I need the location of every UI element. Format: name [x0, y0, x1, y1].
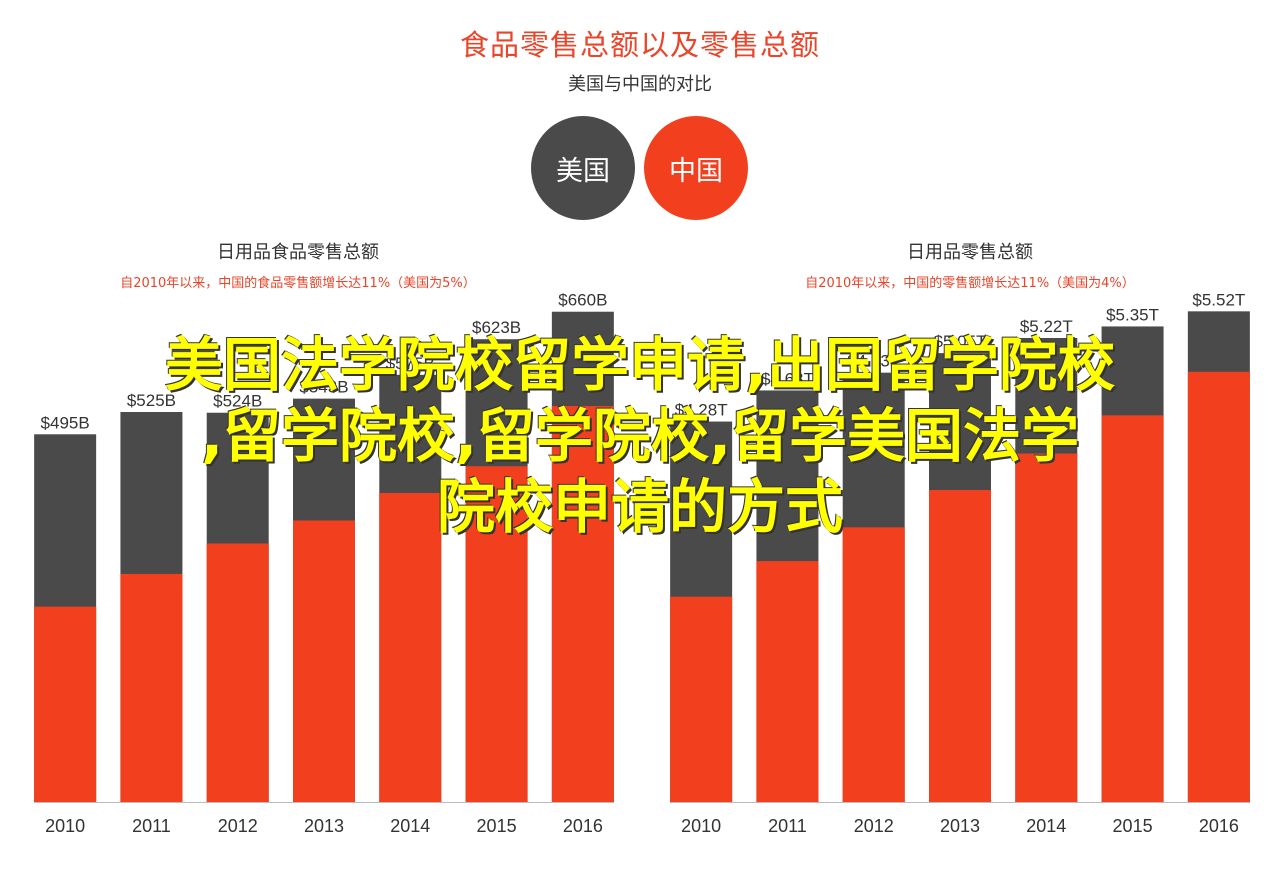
tick-label-2013: 2013	[304, 816, 344, 836]
tick-label-2015: 2015	[477, 816, 517, 836]
bar-cn-2014	[379, 492, 442, 802]
tick-label-2013: 2013	[940, 816, 980, 836]
label-us-2016: $660B	[558, 291, 607, 310]
label-us-2010: $495B	[41, 413, 90, 432]
label-cn-2012: $348B	[215, 549, 261, 566]
label-us-2014: $575B	[386, 354, 435, 373]
label-cn-2010: $2.31T	[676, 603, 726, 620]
label-cn-2015: $452B	[473, 472, 519, 489]
bar-cn-2013	[293, 520, 355, 802]
bar-cn-2013	[929, 490, 991, 802]
label-us-2012: $524B	[213, 392, 262, 411]
bar-cn-2016	[551, 406, 614, 802]
label-us-2015: $5.35T	[1106, 305, 1159, 324]
label-cn-2011: $2.71T	[763, 567, 813, 584]
bar-cn-2011	[756, 561, 819, 802]
label-cn-2015: $4.35T	[1108, 421, 1158, 438]
right-chart-note: 自2010年以来，中国的零售额增长达11%（美国为4%）	[805, 276, 1135, 291]
bar-cn-2012	[206, 543, 269, 802]
right-chart-title: 日用品零售总额	[907, 242, 1033, 263]
page-title: 食品零售总额以及零售总额	[459, 28, 820, 62]
legend-us-circle: 美国	[531, 116, 635, 220]
tick-label-2015: 2015	[1113, 816, 1153, 836]
bar-cn-2015	[465, 466, 528, 802]
tick-label-2012: 2012	[854, 816, 894, 836]
label-us-2013: $5.05T	[934, 332, 987, 351]
tick-label-2016: 2016	[1199, 816, 1239, 836]
label-us-2016: $5.52T	[1192, 290, 1245, 309]
label-cn-2014: $3.92T	[1021, 460, 1071, 477]
label-us-2012: $4.83T	[847, 352, 900, 371]
tick-label-2014: 2014	[1026, 816, 1066, 836]
bar-cn-2016	[1187, 371, 1250, 802]
tick-label-2011: 2011	[132, 816, 171, 836]
tick-label-2016: 2016	[563, 816, 603, 836]
tick-label-2010: 2010	[681, 816, 721, 836]
tick-label-2012: 2012	[218, 816, 258, 836]
label-us-2011: $4.63T	[761, 369, 814, 388]
label-us-2013: $543B	[299, 378, 348, 397]
label-cn-2011: $307B	[128, 580, 174, 597]
label-cn-2014: $416B	[387, 499, 433, 516]
tick-label-2011: 2011	[768, 816, 807, 836]
label-us-2010: $4.28T	[675, 401, 728, 420]
left-chart-note: 自2010年以来，中国的食品零售额增长达11%（美国为5%）	[120, 276, 476, 291]
label-cn-2013: $379B	[301, 526, 347, 543]
bar-cn-2010	[34, 606, 97, 802]
tick-label-2014: 2014	[390, 816, 430, 836]
tick-label-2010: 2010	[45, 816, 85, 836]
bar-cn-2011	[120, 573, 183, 802]
label-cn-2010: $263B	[42, 613, 88, 630]
bar-cn-2015	[1101, 415, 1164, 802]
label-us-2015: $623B	[472, 318, 521, 337]
label-cn-2016: $4.84T	[1194, 378, 1244, 395]
label-us-2011: $525B	[127, 391, 176, 410]
bar-cn-2014	[1015, 453, 1078, 802]
label-cn-2013: $3.51T	[935, 496, 985, 513]
page-subtitle: 美国与中国的对比	[568, 74, 712, 95]
bar-cn-2012	[842, 527, 905, 802]
label-cn-2016: $533B	[560, 412, 606, 429]
legend-cn-circle: 中国	[644, 116, 748, 220]
bar-cn-2010	[670, 596, 733, 802]
label-cn-2012: $3.09T	[849, 533, 899, 550]
label-us-2014: $5.22T	[1020, 317, 1073, 336]
left-chart-title: 日用品食品零售总额	[217, 242, 379, 263]
